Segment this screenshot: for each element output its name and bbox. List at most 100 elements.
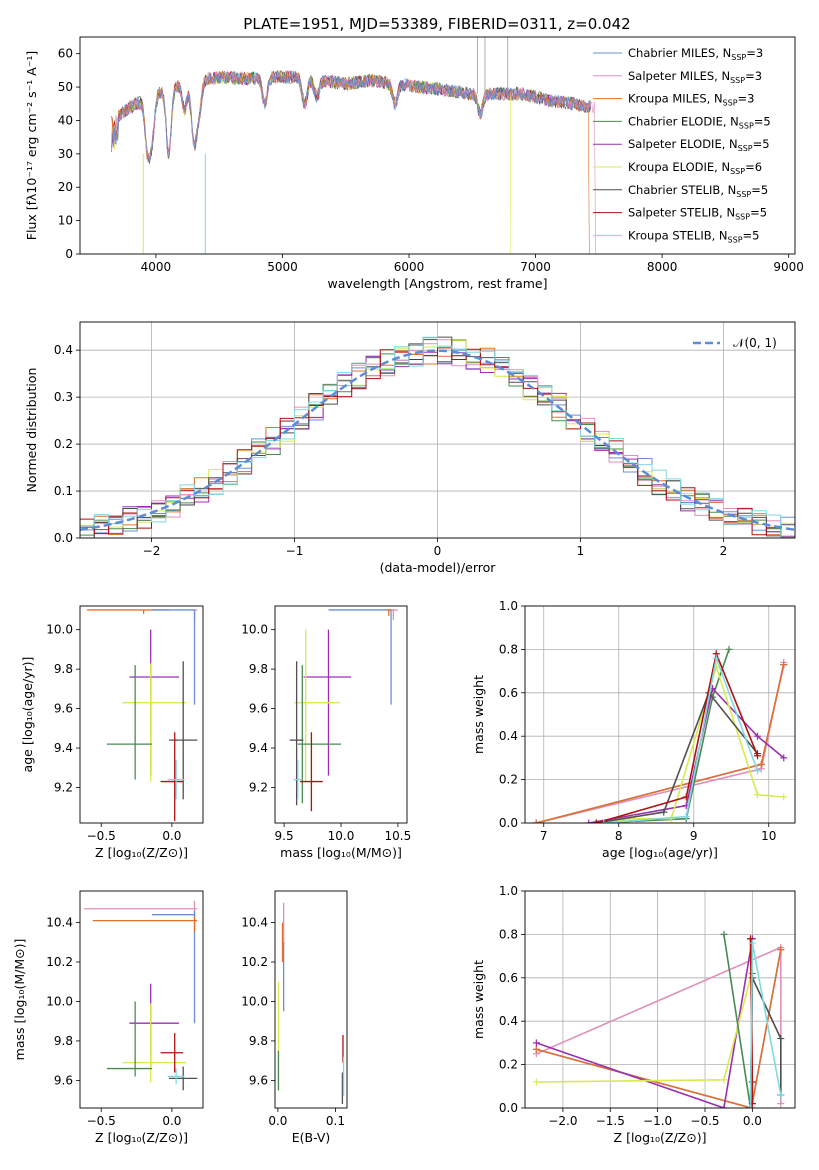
histograms [80,336,795,538]
y-axis-label: Flux [fλ10⁻¹⁷ erg cm⁻² s⁻¹ A⁻¹] [24,51,39,240]
y-axis-label: mass weight [471,960,486,1039]
x-tick-label: 9 [690,829,698,843]
weight-marker-kroupa_stelib [682,812,690,820]
x-tick-label: 9000 [773,260,804,274]
histogram-kroupa_stelib [80,336,795,538]
x-tick-label: −1 [286,544,304,558]
x-axis-label: wavelength [Angstrom, rest frame] [327,276,547,291]
y-tick-label: 9.4 [249,741,268,755]
x-tick-label: 6000 [394,260,425,274]
x-tick-label: 1 [577,544,585,558]
axes-frame [79,605,204,824]
x-tick-label: 10.5 [385,829,412,843]
y-tick-label: 0.0 [54,531,73,545]
x-tick-label: 7000 [520,260,551,274]
y-tick-label: 1.0 [499,884,518,898]
y-tick-label: 10 [58,214,73,228]
y-tick-label: 0.0 [499,1101,518,1115]
y-axis-label: Normed distribution [24,368,39,493]
y-tick-label: 0.4 [54,343,73,357]
errorbars [289,609,398,812]
legend-entry-chabrier_elodie: Chabrier ELODIE, NSSP=5 [628,114,771,130]
y-tick-label: 9.6 [249,1073,268,1087]
weight-marker-kroupa_stelib [600,819,608,823]
legend-subscript: SSP [739,121,754,130]
x-tick-label: 0 [434,544,442,558]
weight-marker-salpeter_elodie [780,754,788,762]
legend-entry-kroupa_elodie: Kroupa ELODIE, NSSP=6 [628,160,762,176]
y-tick-label: 0.6 [499,686,518,700]
weight-marker-kroupa_stelib [777,1091,785,1099]
y-tick-label: 0.2 [499,1058,518,1072]
x-tick-label: 2 [720,544,728,558]
axes-frame [79,321,796,539]
x-axis-label: Z [log₁₀(Z/Z⊙)] [95,1130,188,1145]
legend-entry-chabrier_stelib: Chabrier STELIB, NSSP=5 [628,183,768,199]
weight-marker-salpeter_elodie [585,819,593,823]
x-tick-label: 4000 [141,260,172,274]
weight-marker-kroupa_elodie [780,793,788,801]
weight-marker-kroupa_elodie [720,1076,728,1084]
weight-line-kroupa_miles [536,949,782,1108]
y-tick-label: 9.2 [54,780,73,794]
y-tick-label: 0.3 [54,390,73,404]
weight-marker-chabrier_stelib [660,808,668,816]
y-tick-label: 0 [65,247,73,261]
weight-marker-salpeter_stelib [592,819,600,823]
y-tick-label: 10.4 [46,916,73,930]
x-axis-label: Z [log₁₀(Z/Z⊙)] [614,1130,707,1145]
weight-marker-salpeter_stelib [754,752,761,760]
weight-marker-kroupa_miles [777,946,785,954]
y-tick-label: 40 [58,113,73,127]
figure-title: PLATE=1951, MJD=53389, FIBERID=0311, z=0… [243,15,630,33]
x-tick-label: 9.5 [275,829,294,843]
weight-marker-kroupa_miles [532,1045,540,1053]
legend-suffix: =5 [754,114,771,128]
x-tick-label: 8 [615,829,623,843]
x-tick-label: 0.0 [268,1114,287,1128]
weight-marker-chabrier_elodie [720,930,728,938]
y-axis-label: mass [log₁₀(M/M⊙)] [12,939,27,1061]
y-tick-label: 0.4 [499,1014,518,1028]
axes-frame [524,605,796,824]
legend-subscript: SSP [730,76,745,85]
x-tick-label: −0.5 [690,1114,719,1128]
legend-entry-salpeter_miles: Salpeter MILES, NSSP=3 [628,69,762,85]
y-tick-label: 30 [58,147,73,161]
weight-lines [532,930,785,1108]
weight-marker-salpeter_stelib [682,793,690,801]
y-tick-label: 0.8 [499,642,518,656]
legend-entry-kroupa_stelib: Kroupa STELIB, NSSP=5 [628,228,759,244]
x-tick-label: 5000 [267,260,298,274]
axes-mass_vs_Z: −0.5 0.0 9.6 9.8 10.0 10.2 10.4 Z [log₁₀(Z/Z⊙)]… [12,900,198,1145]
legend-subscript: SSP [736,190,751,199]
x-tick-label: 0.0 [162,1114,181,1128]
errorbars [87,609,198,822]
legend-suffix: =5 [753,137,770,151]
y-tick-label: 50 [58,80,73,94]
weight-marker-salpeter_stelib [748,1078,756,1086]
weight-marker-salpeter_stelib [746,935,754,943]
legend-entry-gaussian: 𝒩(0, 1) [733,336,777,350]
y-tick-label: 9.6 [54,1073,73,1087]
weight-line-salpeter_stelib [596,650,759,823]
legend-subscript: SSP [728,235,743,244]
x-axis-label: age [log₁₀(age/yr)] [602,845,718,860]
weight-line-kroupa_stelib [749,942,782,1108]
weight-marker-chabrier_stelib [777,1035,785,1043]
legend-suffix: =6 [745,160,762,174]
x-tick-label: −1.0 [643,1114,672,1128]
x-axis-label: Z [log₁₀(Z/Z⊙)] [95,845,188,860]
legend-suffix: =5 [743,228,760,242]
x-tick-label: 10 [761,829,776,843]
y-tick-label: 1.0 [499,599,518,613]
legend-subscript: SSP [723,99,738,108]
y-tick-label: 10.0 [46,994,73,1008]
spectrum-line-kroupa_elodie [111,70,512,254]
weight-marker-chabrier_elodie [725,645,733,653]
spectrum-line-salpeter_miles [111,69,596,254]
axes-residuals: −2 −1 0 1 2 0.0 0.1 0.2 0.3 0.4 (data-model)/error… [24,322,795,575]
weight-marker-kroupa_stelib [754,767,761,775]
spectrum-legend: Chabrier MILES, NSSP=3 Salpeter MILES, NS… [593,46,771,244]
